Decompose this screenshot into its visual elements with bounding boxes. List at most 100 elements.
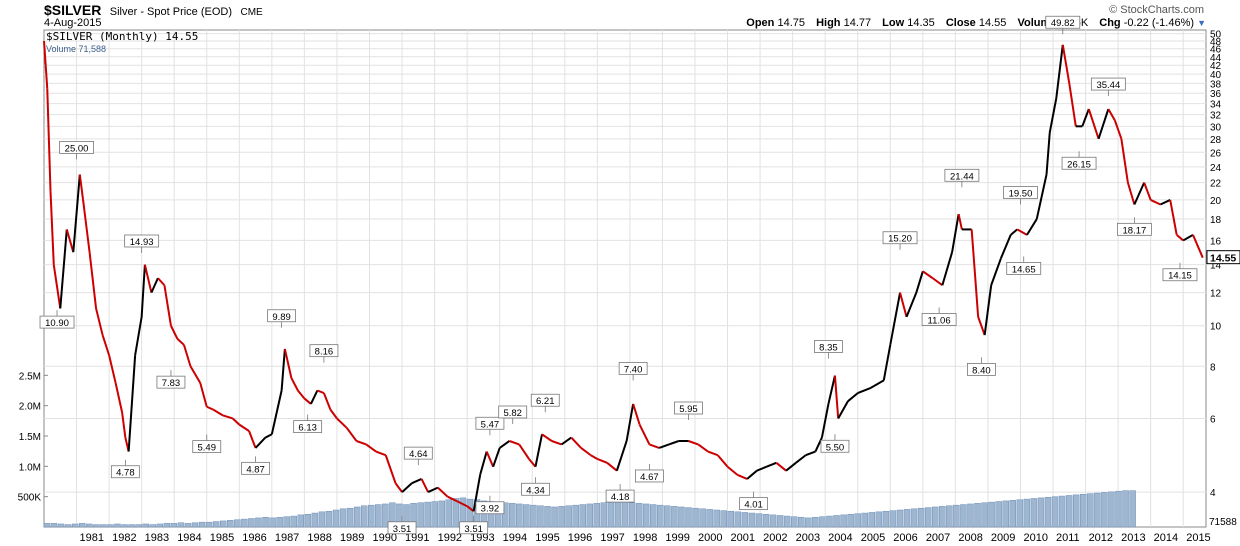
volume-bar [939, 506, 946, 528]
volume-bar [339, 508, 347, 528]
volume-bar [565, 505, 572, 528]
price-segment [766, 461, 777, 468]
exchange: CME [240, 7, 263, 18]
annotation-box [124, 234, 160, 248]
volume-bar [812, 517, 819, 528]
annotation-label: 5.49 [197, 443, 216, 454]
price-segment [746, 469, 758, 480]
price-segment [356, 440, 367, 446]
x-tick-label: 1996 [568, 532, 592, 544]
volume-bar [755, 513, 763, 528]
price-segment [1010, 228, 1018, 236]
volume-bar [241, 518, 248, 528]
price-segment [805, 450, 816, 457]
volume-bar [198, 521, 206, 528]
price-segment [1150, 199, 1161, 206]
price-segment [46, 88, 52, 192]
price-tick-label: 8 [1210, 362, 1216, 373]
price-segment [847, 392, 859, 402]
annotation-box [1090, 77, 1126, 91]
annotation-box [459, 521, 489, 535]
price-segment [232, 417, 240, 426]
volume-bar [248, 518, 255, 528]
price-segment [420, 478, 429, 493]
volume-bar [1002, 500, 1009, 528]
price-tick-label: 10 [1210, 322, 1222, 333]
price-tick-label: 14 [1210, 261, 1222, 272]
price-segment [303, 397, 312, 405]
price-segment [795, 454, 807, 464]
volume-bar [896, 509, 904, 528]
price-segment [528, 458, 537, 468]
volume-bar [826, 515, 833, 528]
volume-bar [452, 498, 460, 528]
volume-bar [946, 505, 953, 528]
price-segment [485, 451, 495, 468]
volume-bar [50, 523, 58, 528]
x-tick-label: 1998 [633, 532, 657, 544]
volume-bar [544, 506, 551, 528]
x-tick-label: 1990 [372, 532, 396, 544]
price-segment [329, 409, 338, 420]
price-segment [1143, 182, 1152, 201]
price-segment [1182, 233, 1194, 242]
price-segment [775, 462, 787, 472]
volume-bar [642, 503, 650, 528]
price-tick-label: 42 [1210, 61, 1222, 72]
annotation-label: 4.18 [611, 492, 630, 503]
volume-bar [798, 517, 805, 528]
x-tick-label: 1991 [405, 532, 429, 544]
price-segment [82, 199, 91, 253]
price-segment [345, 427, 358, 442]
volume-bar [720, 510, 727, 528]
annotation-box [1003, 186, 1038, 199]
volume-bar [501, 502, 509, 528]
price-segment [638, 424, 651, 445]
volume-bar [149, 524, 156, 528]
annotation-box [618, 362, 648, 375]
volume-bar [657, 504, 664, 528]
price-segment [238, 423, 250, 432]
price-segment [108, 355, 117, 384]
price-segment [1120, 138, 1129, 183]
annotation-label: 3.51 [464, 524, 483, 535]
volume-bar [304, 514, 312, 528]
price-segment [970, 229, 980, 317]
volume-bar [981, 502, 988, 528]
x-tick-label: 1983 [145, 532, 169, 544]
volume-bar [227, 520, 234, 528]
price-segment [707, 450, 719, 457]
price-segment [264, 433, 273, 439]
volume-bar [621, 501, 629, 528]
x-tick-label: 2000 [698, 532, 722, 544]
volume-bar [212, 521, 220, 528]
high-label: High [816, 17, 841, 29]
price-segment [1000, 234, 1012, 259]
annotation-label: 7.83 [162, 378, 181, 389]
volume-bar [988, 501, 995, 528]
price-segment [1026, 218, 1038, 236]
annotation-label: 4.67 [640, 472, 659, 483]
x-tick-label: 2006 [893, 532, 917, 544]
volume-bar [382, 503, 389, 528]
volume-bar [325, 510, 333, 528]
volume-bar [910, 508, 918, 528]
volume-bar [635, 503, 643, 528]
annotation-label: 3.92 [481, 504, 500, 515]
chg-dropdown-icon[interactable]: ▼ [1197, 18, 1206, 28]
price-segment [78, 174, 85, 201]
price-segment [140, 264, 146, 317]
annotation-box [309, 344, 339, 358]
price-tick-label: 46 [1210, 45, 1222, 56]
price-segment [88, 252, 98, 309]
x-tick-label: 2015 [1186, 532, 1210, 544]
volume-bar [255, 517, 262, 528]
price-tick-label: 38 [1210, 79, 1222, 90]
price-segment [870, 379, 885, 389]
price-segment [427, 486, 439, 493]
price-segment [541, 433, 553, 442]
annotation-label: 14.93 [130, 237, 154, 248]
price-segment [283, 348, 293, 379]
annotation-label: 21.44 [950, 171, 974, 182]
price-segment [1048, 98, 1058, 133]
